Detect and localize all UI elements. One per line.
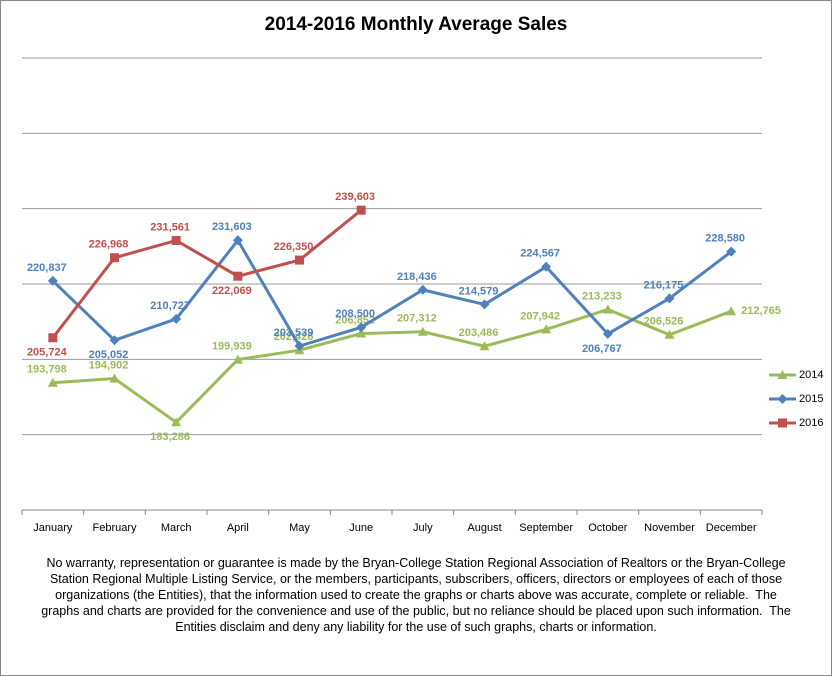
data-label: 222,069 — [212, 285, 252, 297]
data-label: 214,579 — [459, 285, 499, 297]
data-label: 207,942 — [520, 310, 560, 322]
marker — [233, 271, 243, 281]
legend-marker — [777, 394, 788, 404]
x-tick-label: July — [413, 522, 433, 534]
chart-title: 2014-2016 Monthly Average Sales — [265, 14, 568, 35]
x-tick-label: April — [227, 522, 249, 534]
data-label: 220,837 — [27, 262, 67, 274]
data-label: 216,175 — [644, 279, 684, 291]
marker — [479, 299, 490, 310]
data-label: 212,765 — [741, 305, 781, 317]
x-tick-label: December — [706, 522, 757, 534]
marker — [356, 322, 367, 333]
x-tick-label: February — [92, 522, 137, 534]
data-label: 226,968 — [89, 239, 129, 251]
legend-label: 2016 — [799, 417, 823, 429]
x-tick-label: May — [289, 522, 310, 534]
data-label: 218,436 — [397, 271, 437, 283]
marker — [47, 275, 58, 286]
marker — [541, 261, 552, 272]
data-label: 203,486 — [459, 327, 499, 339]
series-line — [52, 307, 732, 425]
marker — [602, 328, 613, 339]
marker — [479, 341, 490, 351]
data-label: 210,727 — [150, 300, 190, 312]
data-label: 224,567 — [520, 248, 560, 260]
marker — [232, 354, 243, 364]
x-tick-label: October — [588, 522, 627, 534]
chart: 2014-2016 Monthly Average Sales January F… — [21, 14, 823, 534]
marker — [356, 328, 367, 338]
legend-marker — [777, 370, 788, 379]
data-label: 231,603 — [212, 221, 252, 233]
marker — [109, 373, 120, 383]
data-label: 231,561 — [150, 221, 190, 233]
x-tick-label: March — [161, 522, 192, 534]
data-label: 226,350 — [274, 241, 314, 253]
legend-label: 2015 — [799, 393, 823, 405]
marker — [171, 235, 181, 245]
x-tick-label: September — [519, 522, 573, 534]
marker — [294, 341, 305, 352]
marker — [417, 326, 428, 336]
marker — [171, 417, 182, 427]
marker — [47, 377, 58, 387]
data-label: 183,286 — [150, 431, 190, 443]
series-line — [51, 208, 363, 339]
marker — [109, 335, 120, 346]
marker — [602, 304, 613, 314]
data-label: 208,500 — [335, 308, 375, 320]
x-tick-label: January — [33, 522, 73, 534]
marker — [110, 253, 119, 263]
data-label: 207,312 — [397, 313, 437, 325]
marker — [171, 313, 182, 324]
marker — [232, 235, 243, 246]
data-label: 193,798 — [27, 364, 67, 376]
data-label: 228,580 — [705, 233, 745, 245]
data-label: 203,539 — [274, 327, 314, 339]
marker — [541, 324, 552, 334]
marker — [295, 255, 304, 265]
series-line — [51, 237, 733, 348]
marker — [417, 284, 428, 295]
marker — [664, 329, 675, 339]
data-label: 205,724 — [27, 347, 68, 359]
data-label: 194,902 — [89, 359, 129, 371]
legend-label: 2014 — [799, 369, 823, 381]
x-tick-label: August — [467, 522, 501, 534]
x-tick-label: November — [644, 522, 695, 534]
legend-marker — [778, 418, 787, 428]
marker — [726, 246, 737, 257]
marker — [664, 293, 675, 304]
data-label: 199,939 — [212, 340, 252, 352]
data-label: 205,052 — [89, 349, 129, 361]
marker — [356, 205, 366, 215]
marker — [48, 333, 58, 343]
data-label: 206,526 — [644, 316, 684, 328]
data-label: 206,767 — [582, 343, 622, 355]
x-tick-label: June — [349, 522, 373, 534]
data-label: 213,233 — [582, 290, 622, 302]
data-label: 239,603 — [335, 191, 375, 203]
footnote: No warranty, representation or guarantee… — [41, 556, 795, 634]
marker — [726, 306, 737, 316]
